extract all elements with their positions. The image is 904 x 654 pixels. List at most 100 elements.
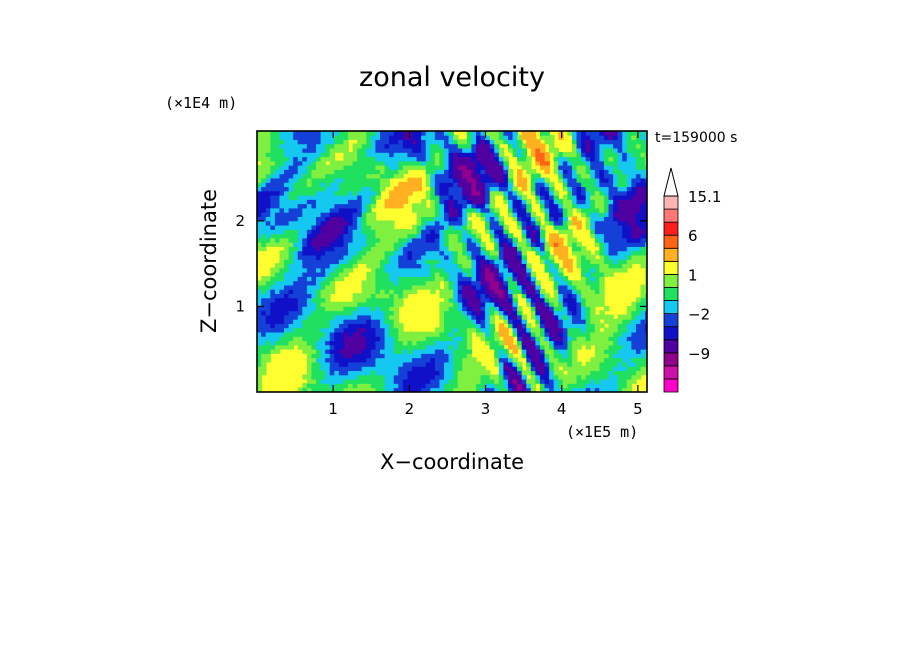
field-cell	[603, 211, 610, 217]
field-cell	[535, 173, 541, 179]
field-cell	[398, 258, 404, 265]
field-cell	[576, 151, 582, 158]
field-cell	[302, 164, 308, 170]
field-cell	[521, 131, 528, 136]
field-cell	[462, 306, 468, 312]
field-cell	[270, 237, 276, 243]
field-cell	[480, 241, 486, 247]
field-cell	[549, 190, 555, 196]
field-cell	[265, 151, 272, 158]
field-cell	[590, 340, 596, 346]
field-cell	[471, 151, 477, 158]
field-cell	[631, 254, 637, 260]
field-cell	[375, 280, 381, 286]
field-cell	[279, 288, 285, 294]
field-cell	[462, 344, 468, 350]
field-cell	[430, 224, 436, 230]
field-cell	[535, 177, 541, 183]
field-cell	[302, 246, 308, 252]
field-cell	[503, 160, 509, 166]
field-cell	[507, 181, 514, 188]
field-cell	[590, 233, 596, 239]
field-cell	[549, 310, 555, 316]
field-cell	[270, 284, 276, 290]
field-cell	[430, 237, 436, 243]
field-cell	[288, 250, 294, 256]
field-cell	[297, 181, 304, 188]
field-cell	[599, 211, 605, 217]
field-cell	[553, 331, 560, 337]
field-cell	[608, 254, 614, 260]
field-cell	[631, 327, 637, 333]
field-cell	[375, 293, 381, 299]
field-cell	[640, 361, 646, 367]
field-cell	[338, 181, 345, 188]
field-cell	[257, 156, 262, 162]
field-cell	[594, 134, 601, 140]
field-cell	[265, 224, 272, 230]
field-cell	[626, 258, 633, 265]
field-cell	[645, 335, 647, 342]
field-cell	[306, 177, 313, 183]
field-cell	[370, 164, 377, 170]
field-cell	[507, 318, 514, 324]
field-cell	[325, 139, 331, 145]
field-cell	[398, 181, 404, 188]
field-cell	[645, 365, 647, 372]
field-cell	[402, 335, 409, 342]
field-cell	[631, 335, 637, 342]
field-cell	[270, 344, 276, 350]
field-cell	[320, 229, 326, 235]
field-cell	[270, 310, 276, 316]
field-cell	[302, 276, 308, 282]
field-cell	[288, 258, 294, 265]
field-cell	[439, 173, 445, 179]
field-cell	[645, 314, 647, 320]
field-cell	[453, 370, 459, 376]
field-cell	[471, 207, 477, 213]
field-cell	[635, 344, 642, 350]
field-cell	[585, 387, 592, 392]
field-cell	[608, 378, 614, 384]
field-cell	[480, 306, 486, 312]
field-cell	[581, 147, 587, 153]
field-cell	[475, 370, 482, 376]
field-cell	[622, 229, 628, 235]
field-cell	[311, 387, 317, 392]
field-cell	[448, 177, 454, 183]
field-cell	[631, 164, 637, 170]
field-cell	[311, 254, 317, 260]
field-cell	[261, 327, 267, 333]
field-cell	[257, 177, 262, 183]
field-cell	[439, 357, 445, 363]
field-cell	[416, 203, 422, 209]
field-cell	[439, 314, 445, 320]
field-cell	[457, 224, 464, 230]
field-cell	[457, 241, 464, 247]
field-cell	[261, 370, 267, 376]
field-cell	[507, 293, 514, 299]
field-cell	[320, 216, 326, 222]
field-cell	[261, 318, 267, 324]
field-cell	[293, 190, 299, 196]
field-cell	[257, 297, 262, 303]
field-cell	[329, 216, 336, 222]
field-cell	[265, 297, 272, 303]
field-cell	[494, 139, 500, 145]
field-cell	[613, 134, 619, 140]
field-cell	[645, 246, 647, 252]
field-cell	[325, 331, 331, 337]
field-cell	[526, 160, 532, 166]
field-cell	[398, 284, 404, 290]
field-cell	[284, 173, 290, 179]
field-cell	[329, 229, 336, 235]
field-cell	[402, 344, 409, 350]
field-cell	[503, 310, 509, 316]
field-cell	[512, 357, 518, 363]
field-cell	[338, 335, 345, 342]
field-cell	[599, 169, 605, 175]
field-cell	[352, 335, 358, 342]
field-cell	[590, 267, 596, 273]
field-cell	[352, 361, 358, 367]
field-cell	[603, 331, 610, 337]
